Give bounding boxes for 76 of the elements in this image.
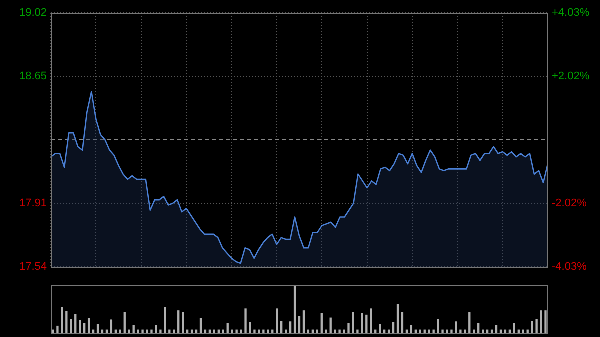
bar bbox=[361, 312, 364, 333]
bar bbox=[110, 320, 113, 333]
bar bbox=[70, 319, 72, 333]
bar bbox=[280, 321, 283, 333]
y-tick-label: 19.02 bbox=[19, 7, 47, 20]
bar bbox=[74, 314, 77, 333]
bar bbox=[164, 307, 166, 333]
bar bbox=[132, 324, 135, 333]
bar bbox=[513, 323, 516, 333]
bar bbox=[334, 330, 336, 333]
bar bbox=[240, 330, 242, 333]
bar bbox=[249, 322, 252, 333]
bar bbox=[258, 330, 260, 333]
bar bbox=[66, 311, 68, 333]
bar bbox=[455, 322, 458, 333]
y2-tick-label: +4.03% bbox=[552, 7, 590, 20]
bar bbox=[289, 322, 292, 333]
bar bbox=[236, 330, 238, 333]
bar bbox=[124, 312, 126, 333]
bar bbox=[52, 330, 54, 333]
bar bbox=[137, 330, 140, 333]
bar bbox=[182, 312, 184, 333]
bar bbox=[401, 312, 404, 333]
bar bbox=[379, 324, 382, 333]
bar bbox=[495, 324, 498, 333]
bar bbox=[330, 318, 332, 333]
bar bbox=[254, 330, 256, 333]
bar bbox=[410, 324, 413, 333]
bar bbox=[450, 330, 453, 333]
bar bbox=[302, 310, 306, 333]
bar bbox=[544, 310, 547, 333]
y2-tick-label: +2.02% bbox=[552, 70, 590, 82]
bar bbox=[276, 308, 278, 333]
bar bbox=[244, 308, 247, 333]
bar bbox=[370, 308, 372, 333]
bar bbox=[150, 330, 153, 333]
bar bbox=[320, 312, 323, 333]
bar bbox=[155, 324, 158, 333]
bar bbox=[343, 330, 346, 333]
bar bbox=[79, 320, 82, 333]
bar bbox=[356, 330, 359, 333]
bar bbox=[366, 314, 368, 333]
bar bbox=[61, 307, 64, 333]
bar bbox=[96, 324, 100, 333]
bar bbox=[540, 310, 542, 333]
bar bbox=[226, 323, 229, 333]
y-tick-label: 17.54 bbox=[19, 261, 47, 274]
y2-tick-label: -2.02% bbox=[552, 198, 588, 210]
bar bbox=[348, 323, 350, 333]
bar bbox=[200, 318, 202, 333]
y2-tick-label: -4.03% bbox=[552, 261, 588, 274]
bar bbox=[262, 330, 265, 333]
bar bbox=[178, 310, 180, 333]
bar bbox=[56, 326, 59, 333]
bar bbox=[478, 323, 480, 333]
bar bbox=[432, 330, 435, 333]
bar bbox=[446, 330, 448, 333]
bar bbox=[352, 312, 354, 333]
bar bbox=[338, 330, 341, 333]
bar bbox=[460, 330, 462, 333]
bar bbox=[531, 321, 534, 333]
bar bbox=[88, 318, 90, 333]
bar bbox=[298, 316, 301, 333]
bar bbox=[142, 330, 144, 333]
bar bbox=[442, 330, 444, 333]
bar bbox=[146, 330, 148, 333]
bar bbox=[392, 322, 395, 333]
bar bbox=[160, 330, 162, 333]
bar bbox=[536, 319, 538, 333]
y-tick-label: 17.91 bbox=[19, 198, 47, 210]
bar bbox=[84, 323, 86, 333]
bar bbox=[437, 319, 440, 333]
bar bbox=[468, 312, 471, 333]
bar bbox=[396, 304, 400, 333]
y-tick-label: 18.65 bbox=[19, 70, 47, 83]
bar bbox=[294, 285, 296, 333]
